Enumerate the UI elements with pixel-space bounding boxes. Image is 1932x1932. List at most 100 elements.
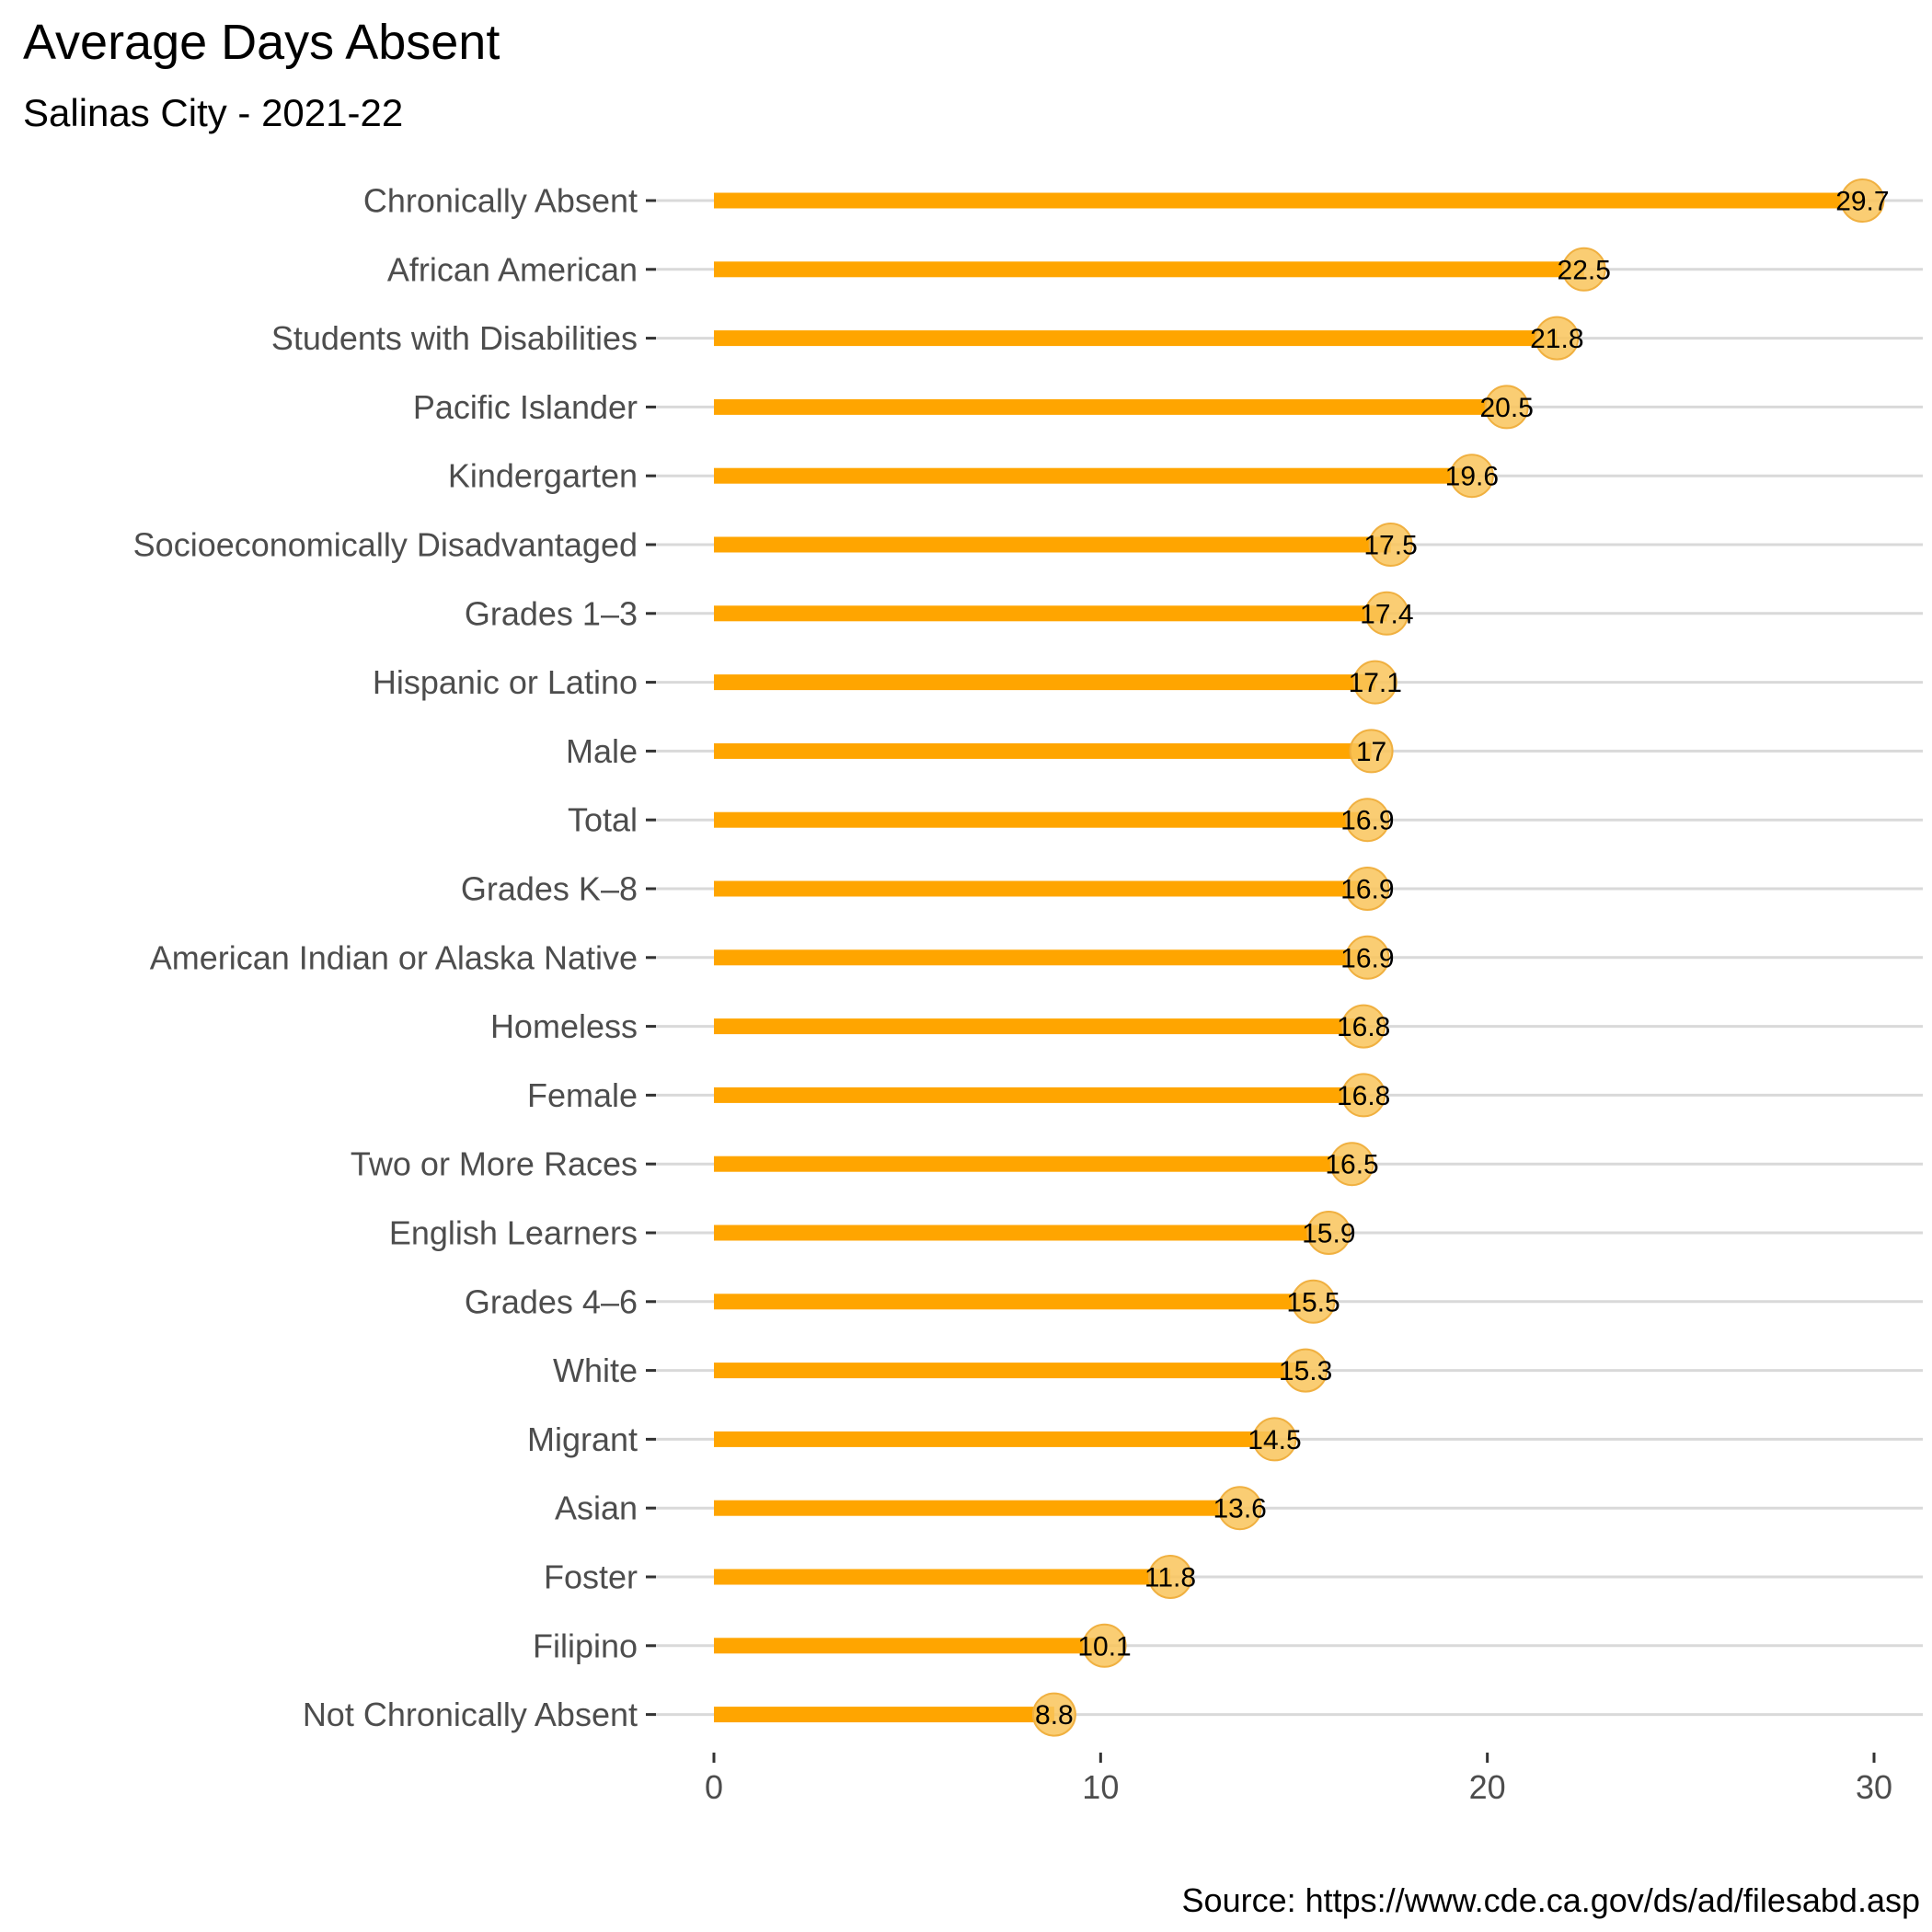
bar: [714, 880, 1368, 897]
point: [1840, 178, 1885, 223]
bar: [714, 1018, 1364, 1035]
point: [1561, 247, 1606, 292]
point: [1364, 591, 1409, 636]
value-label: 15.5: [1286, 1287, 1340, 1317]
value-label: 17.4: [1360, 599, 1413, 629]
category-label: Grades 4–6: [465, 1282, 638, 1320]
bars: [714, 192, 1863, 1723]
category-label: White: [553, 1351, 638, 1389]
bar: [714, 1225, 1329, 1241]
category-label: Chronically Absent: [363, 182, 638, 220]
value-label: 22.5: [1558, 255, 1611, 285]
point: [1283, 1348, 1328, 1393]
category-label: American Indian or Alaska Native: [150, 938, 638, 976]
category-label: Two or More Races: [351, 1145, 638, 1183]
x-tick-label: 10: [1082, 1768, 1119, 1806]
value-label: 13.6: [1213, 1494, 1266, 1524]
point: [1345, 935, 1390, 980]
bar: [714, 674, 1375, 691]
category-label: African American: [387, 250, 638, 288]
value-label: 16.8: [1337, 1081, 1390, 1111]
value-labels: 29.7 22.5 21.8 20.5 19.6 17.5 17.4 17.1 17 16.9 16…: [1035, 187, 1890, 1731]
x-axis: 0 10 20 30: [705, 1753, 1892, 1806]
point: [1484, 385, 1529, 430]
value-label: 16.9: [1340, 806, 1394, 836]
point: [1345, 798, 1390, 843]
bar: [714, 1363, 1306, 1379]
bar: [714, 1638, 1105, 1654]
x-tick-label: 0: [705, 1768, 723, 1806]
value-label: 17.5: [1363, 531, 1417, 561]
point: [1217, 1486, 1262, 1531]
x-tick-label: 20: [1469, 1768, 1506, 1806]
category-label: Students with Disabilities: [271, 319, 638, 357]
point: [1352, 660, 1397, 705]
y-axis-labels: Chronically Absent African American Studen…: [133, 182, 638, 1734]
bar: [714, 811, 1368, 828]
point: [1291, 1279, 1336, 1324]
bar: [714, 949, 1368, 966]
bar: [714, 1431, 1275, 1447]
bar: [714, 1569, 1170, 1585]
bar: [714, 1294, 1314, 1310]
bar: [714, 467, 1472, 484]
bar: [714, 1156, 1352, 1172]
value-label: 16.8: [1337, 1012, 1390, 1042]
points: [1031, 178, 1885, 1737]
chart-title: Average Days Absent: [23, 15, 500, 70]
point: [1341, 1073, 1386, 1118]
value-label: 29.7: [1835, 187, 1889, 217]
bar: [714, 605, 1387, 622]
category-label: Female: [527, 1076, 638, 1114]
point: [1147, 1555, 1192, 1599]
category-label: Homeless: [490, 1007, 638, 1045]
point: [1252, 1417, 1297, 1462]
point: [1345, 867, 1390, 911]
bar: [714, 398, 1507, 415]
bar: [714, 742, 1372, 759]
x-tick-label: 30: [1856, 1768, 1892, 1806]
category-label: Grades 1–3: [465, 594, 638, 632]
chart-subtitle: Salinas City - 2021-22: [23, 91, 403, 134]
value-label: 11.8: [1144, 1563, 1196, 1593]
value-label: 16.5: [1325, 1150, 1378, 1180]
value-label: 16.9: [1340, 943, 1394, 973]
value-label: 19.6: [1445, 462, 1499, 492]
category-label: Total: [568, 801, 638, 839]
bar: [714, 1500, 1240, 1516]
category-label: Migrant: [527, 1420, 638, 1458]
category-label: Asian: [555, 1489, 638, 1527]
point: [1306, 1211, 1351, 1255]
bar: [714, 1087, 1364, 1103]
category-label: English Learners: [389, 1214, 638, 1252]
value-label: 15.9: [1302, 1219, 1355, 1249]
category-label: Foster: [544, 1558, 638, 1596]
value-label: 17.1: [1349, 668, 1402, 698]
value-label: 17: [1356, 737, 1386, 767]
category-label: Not Chronically Absent: [303, 1696, 638, 1733]
point: [1031, 1692, 1076, 1737]
y-axis-ticks: [646, 199, 656, 1717]
value-label: 15.3: [1279, 1356, 1332, 1386]
bar: [714, 261, 1584, 278]
value-label: 8.8: [1035, 1700, 1074, 1731]
category-label: Filipino: [533, 1627, 638, 1664]
value-label: 20.5: [1479, 393, 1533, 423]
category-label: Socioeconomically Disadvantaged: [133, 526, 638, 564]
bar: [714, 192, 1863, 209]
point: [1368, 523, 1413, 567]
bar: [714, 536, 1391, 553]
point: [1535, 316, 1580, 361]
category-label: Hispanic or Latino: [373, 663, 638, 701]
value-label: 16.9: [1340, 875, 1394, 905]
bar: [714, 330, 1558, 347]
point: [1349, 729, 1394, 774]
category-label: Male: [566, 732, 638, 770]
point: [1329, 1142, 1374, 1187]
point: [1082, 1623, 1127, 1668]
bar: [714, 1707, 1054, 1723]
point: [1341, 1004, 1386, 1049]
value-label: 21.8: [1530, 324, 1583, 354]
